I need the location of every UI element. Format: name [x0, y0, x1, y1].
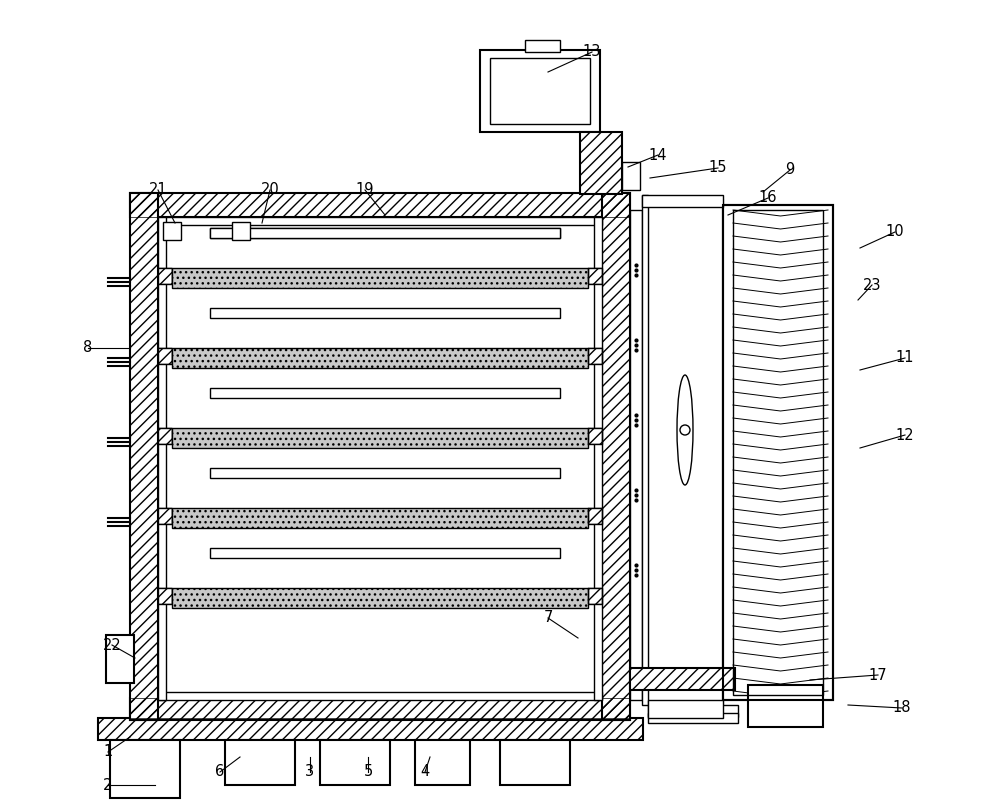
Text: 8: 8 — [83, 341, 93, 355]
Bar — [110, 740, 180, 798]
Bar — [130, 193, 630, 217]
Bar — [723, 205, 833, 700]
Bar — [232, 222, 250, 240]
Ellipse shape — [677, 375, 693, 485]
Text: 1: 1 — [103, 744, 113, 759]
Bar — [158, 217, 166, 700]
Bar — [630, 668, 735, 690]
Text: 23: 23 — [863, 277, 881, 293]
Bar — [580, 132, 622, 194]
Text: 20: 20 — [261, 182, 279, 198]
Text: 19: 19 — [356, 182, 374, 198]
Text: 16: 16 — [759, 191, 777, 205]
Text: 21: 21 — [149, 182, 167, 198]
Bar — [480, 50, 600, 132]
Bar — [158, 268, 172, 284]
Bar — [210, 388, 560, 398]
Text: 10: 10 — [886, 225, 904, 239]
Bar — [500, 740, 570, 785]
Circle shape — [680, 425, 690, 435]
Bar — [172, 268, 588, 288]
Bar — [172, 588, 588, 608]
Text: 22: 22 — [103, 637, 121, 653]
Text: 6: 6 — [215, 765, 225, 779]
Text: 3: 3 — [305, 765, 315, 779]
Bar — [158, 268, 172, 284]
Text: 15: 15 — [709, 161, 727, 175]
Bar — [158, 692, 602, 700]
Bar — [158, 588, 172, 604]
Text: 5: 5 — [363, 765, 373, 779]
Text: 2: 2 — [103, 778, 113, 792]
Bar — [130, 698, 630, 720]
Bar — [602, 193, 630, 720]
Bar — [588, 268, 602, 284]
Bar — [733, 210, 823, 695]
Bar — [630, 668, 735, 690]
Bar — [225, 740, 295, 785]
Bar — [158, 508, 172, 524]
Bar — [648, 700, 723, 718]
Text: 12: 12 — [896, 427, 914, 443]
Bar — [748, 685, 823, 727]
Bar — [588, 508, 602, 524]
Bar — [648, 200, 723, 705]
Bar — [580, 132, 622, 194]
Bar — [163, 222, 181, 240]
Bar — [210, 548, 560, 558]
Text: 14: 14 — [649, 148, 667, 162]
Text: 4: 4 — [420, 765, 430, 779]
Bar — [642, 195, 648, 705]
Bar — [602, 193, 630, 720]
Bar — [98, 718, 643, 740]
Bar — [130, 698, 630, 720]
Bar — [588, 348, 602, 364]
Bar — [172, 348, 588, 368]
Bar — [490, 58, 590, 124]
Text: 17: 17 — [869, 667, 887, 683]
Bar — [588, 268, 602, 284]
Bar — [172, 428, 588, 448]
Bar — [648, 713, 738, 723]
Bar — [158, 508, 172, 524]
Bar — [210, 308, 560, 318]
Bar — [130, 193, 158, 720]
Bar — [172, 508, 588, 528]
Bar — [588, 348, 602, 364]
Bar — [98, 718, 643, 740]
Bar — [130, 193, 630, 217]
Bar — [158, 217, 602, 225]
Bar — [588, 588, 602, 604]
Bar — [588, 508, 602, 524]
Bar — [415, 740, 470, 785]
Text: 13: 13 — [583, 45, 601, 59]
Bar — [588, 588, 602, 604]
Bar — [630, 210, 642, 700]
Text: 18: 18 — [893, 701, 911, 715]
Text: 7: 7 — [543, 611, 553, 625]
Bar — [594, 217, 602, 700]
Bar — [723, 205, 833, 700]
Bar — [320, 740, 390, 785]
Text: 11: 11 — [896, 350, 914, 366]
Bar — [130, 193, 158, 720]
Bar — [588, 428, 602, 444]
Bar — [106, 635, 134, 683]
Bar — [622, 162, 640, 190]
Bar — [158, 588, 172, 604]
Bar — [158, 348, 172, 364]
Bar — [158, 428, 172, 444]
Bar — [210, 228, 560, 238]
Bar — [210, 468, 560, 478]
Bar — [158, 428, 172, 444]
Bar — [525, 40, 560, 52]
Bar — [642, 195, 723, 207]
Text: 9: 9 — [785, 162, 795, 178]
Bar — [210, 228, 560, 238]
Bar — [158, 348, 172, 364]
Bar — [588, 428, 602, 444]
Bar — [648, 705, 738, 717]
